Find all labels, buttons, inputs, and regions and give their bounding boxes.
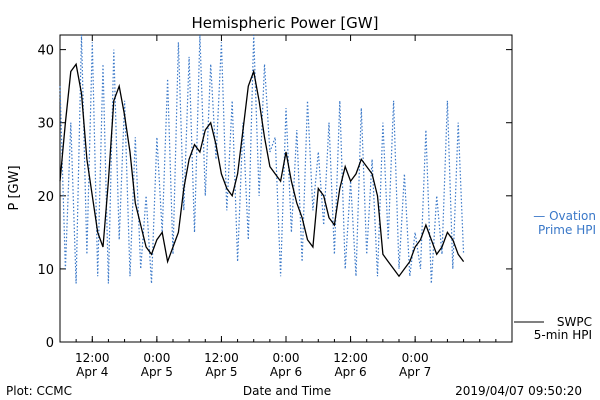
series-layer	[59, 34, 465, 284]
plot-credit: Plot: CCMC	[6, 384, 72, 398]
x-tick-label-time: 0:00	[143, 351, 170, 365]
x-axis-label: Date and Time	[243, 384, 331, 398]
x-tick-label-time: 12:00	[333, 351, 368, 365]
y-tick-label: 20	[37, 190, 54, 205]
series-line-swpc	[59, 62, 465, 278]
legend-swpc-line2: 5-min HPI	[534, 328, 592, 342]
legend-ovation: — Ovation Prime HPI	[533, 209, 596, 237]
y-axis-ticks: 0 10 20 30 40	[37, 44, 512, 351]
x-tick-label-date: Apr 4	[76, 365, 108, 379]
x-tick-label-date: Apr 5	[205, 365, 237, 379]
y-tick-label: 30	[37, 117, 54, 132]
legend-swpc: SWPC 5-min HPI	[514, 315, 592, 342]
series-line-ovation-prime	[59, 34, 465, 284]
x-tick-label-time: 12:00	[204, 351, 239, 365]
y-tick-label: 10	[37, 263, 54, 278]
chart-title: Hemispheric Power [GW]	[192, 14, 379, 32]
y-tick-label: 40	[37, 44, 54, 59]
legend-ovation-line1: — Ovation	[533, 209, 596, 223]
y-tick-label: 0	[46, 336, 54, 351]
x-tick-label-date: Apr 5	[141, 365, 173, 379]
y-axis-label: P [GW]	[7, 165, 22, 210]
x-tick-label-date: Apr 6	[270, 365, 302, 379]
x-tick-label-date: Apr 6	[334, 365, 366, 379]
legend-ovation-line2: Prime HPI	[538, 223, 596, 237]
timestamp: 2019/04/07 09:50:20	[455, 384, 582, 398]
x-tick-label-date: Apr 7	[399, 365, 431, 379]
legend-swpc-line1: SWPC	[557, 315, 592, 329]
x-tick-label-time: 0:00	[402, 351, 429, 365]
x-tick-label-time: 12:00	[75, 351, 110, 365]
x-tick-label-time: 0:00	[273, 351, 300, 365]
